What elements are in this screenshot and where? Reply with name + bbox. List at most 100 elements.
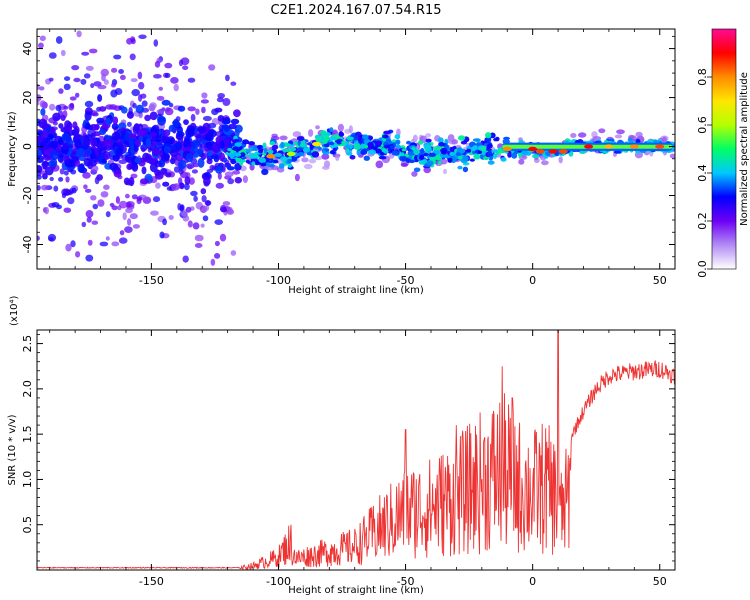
spectrogram-ridge-blob [324,148,330,152]
spectrogram-ridge-blob [418,140,424,145]
spectrogram-ridge-blob [263,147,268,154]
spectrogram-hot-spot [604,144,614,149]
spectrogram-panel: -150 -100 -50 0 50 -40 -20 0 20 40 Height of stra… [7,0,676,299]
spectrogram-ridge-blob [652,139,659,144]
spectrogram-noise-blob [129,53,136,61]
spectrogram-noise-blob [118,237,128,244]
spectrogram-core-blob [172,118,180,128]
spectrogram-ridge-blob [401,148,407,152]
spectrogram-noise-blob [39,100,46,108]
spectrogram-ridge-blob [391,150,399,156]
spectrogram-core-blob [58,123,64,129]
spectrogram-noise-blob [171,183,180,191]
spectrogram-noise-blob [67,197,75,205]
spectrogram-core-blob [200,152,207,161]
spectrogram-hot-spot [312,141,322,147]
spectrogram-noise-blob [49,103,56,111]
spectrogram-core-blob [115,147,124,157]
colorbar-ticks: 0.0 0.2 0.4 0.6 0.8 [696,68,712,278]
spectrogram-core-blob [90,137,98,148]
spectrogram-noise-blob [81,51,90,56]
spectrogram-ridge-blob [407,151,414,156]
spectrogram-noise-blob [210,258,216,266]
spectrogram-core-blob [37,136,44,143]
spectrogram-noise-blob [308,158,317,164]
spectrogram-noise-blob [400,162,409,167]
spectrogram-noise-blob [156,109,165,114]
spectrogram-core-blob [83,157,92,167]
spectrogram-ridge-blob [274,152,282,157]
spectrogram-ridge-blob [296,136,305,141]
spectrogram-noise-blob [204,292,213,299]
spectrogram-core-blob [123,177,130,186]
spectrogram-ridge-blob [387,141,393,145]
spectrogram-core-blob [162,181,170,187]
spectrogram-hot-spot [535,149,545,154]
spectrogram-noise-blob [88,48,98,54]
spectrogram-core-blob [176,131,185,138]
spectrogram-noise-blob [53,185,59,192]
spectrogram-hot-spot [629,144,639,149]
spectrogram-noise-blob [41,184,49,191]
spectrogram-noise-blob [63,83,71,91]
spectrogram-ridge-blob [442,155,451,159]
spectrogram-noise-blob [86,216,92,223]
spectrogram-noise-blob [164,107,174,116]
spectrogram-noise-blob [182,255,189,263]
spectrogram-ridge-blob [488,155,494,161]
spectrogram-noise-blob [124,226,133,234]
spectrogram-core-blob [42,173,48,180]
spectrogram-ridge-blob [485,132,492,139]
spectrogram-noise-blob [130,282,136,289]
spectrogram-core-blob [215,165,224,174]
spectrogram-core-blob [230,118,240,125]
spectrogram-ridge-blob [322,150,330,155]
spectrogram-noise-blob [73,77,81,83]
spectrogram-y-axis-label: Frequency (Hz) [7,111,18,187]
spectrogram-noise-blob [141,100,148,107]
spectrogram-noise-blob [75,251,81,258]
spectrogram-noise-blob [224,171,234,177]
spectrogram-ridge-blob [278,163,285,169]
spectrogram-noise-blob [321,153,330,160]
spectrogram-noise-blob [60,49,66,57]
snr-y-tick-label: 1.0 [21,471,34,489]
spectrogram-noise-blob [214,240,220,247]
spectrogram-core-blob [218,152,226,162]
spectrogram-noise-blob [55,36,63,44]
spectrogram-core-blob [167,138,174,145]
spectrogram-noise-blob [423,166,432,174]
spectrogram-ridge-blob [363,155,370,161]
spectrogram-noise-blob [375,160,384,169]
spectrogram-noise-blob [279,135,288,141]
spectrogram-ridge-blob [423,144,432,151]
spectrogram-noise-blob [149,102,157,109]
snr-frame [36,329,676,571]
spectrogram-noise-blob [161,0,170,6]
spectrogram-noise-blob [578,132,587,138]
spectrogram-ridge-blob [420,148,425,154]
spectrogram-core-blob [74,140,82,149]
spectrogram-core-blob [161,153,171,161]
spectrogram-noise-blob [132,102,137,109]
spectrogram-ridge-blob [437,160,442,165]
spectrogram-core-blob [85,122,91,130]
spectrogram-core-blob [113,169,122,178]
spectrogram-noise-blob [294,173,300,182]
spectrogram-ridge-blob [426,160,434,166]
snr-y-tick-label: 0.5 [21,516,34,534]
spectrogram-core-blob [144,114,152,122]
spectrogram-noise-blob [185,163,195,170]
spectrogram-noise-blob [303,163,313,170]
spectrogram-noise-blob [178,182,185,189]
spectrogram-core-blob [60,114,66,121]
spectrogram-core-blob [71,148,78,155]
spectrogram-ridge-blob [272,159,279,164]
spectrogram-ridge-blob [425,138,432,143]
spectrogram-core-blob [207,145,214,151]
spectrogram-noise-blob [443,168,447,175]
spectrogram-noise-blob [128,107,133,115]
spectrogram-core-blob [64,120,71,129]
snr-y-multiplier: (x10⁴) [9,295,20,326]
